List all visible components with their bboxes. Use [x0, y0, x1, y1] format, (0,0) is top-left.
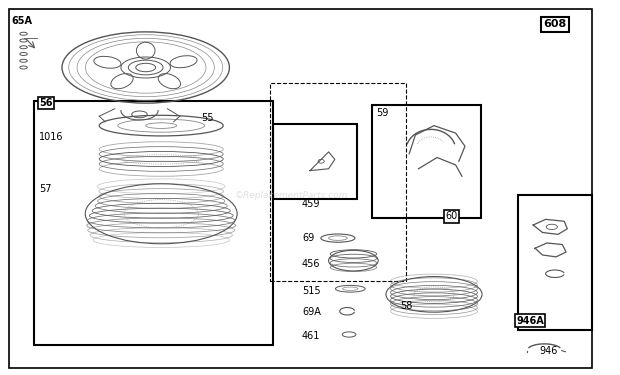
Bar	[372, 105, 480, 218]
Bar	[518, 195, 592, 330]
Text: 946A: 946A	[516, 316, 544, 326]
Text: 57: 57	[39, 184, 51, 194]
Text: 1016: 1016	[39, 132, 64, 142]
Bar	[34, 101, 273, 345]
Bar	[273, 124, 356, 199]
Text: 60: 60	[445, 211, 458, 221]
Text: ©ReplacementParts.com: ©ReplacementParts.com	[234, 190, 348, 200]
Text: 608: 608	[543, 20, 567, 29]
Text: 59: 59	[376, 108, 389, 117]
Text: 515: 515	[302, 286, 321, 296]
Text: 58: 58	[400, 301, 412, 310]
Text: 946: 946	[539, 346, 558, 355]
Text: 456: 456	[302, 260, 321, 269]
Text: 461: 461	[302, 331, 321, 340]
Text: 55: 55	[202, 113, 214, 123]
Text: 56: 56	[39, 98, 53, 108]
Text: 65A: 65A	[11, 16, 32, 26]
Text: 69: 69	[302, 233, 314, 243]
Bar	[270, 82, 406, 281]
Text: 459: 459	[302, 200, 321, 209]
Text: 69A: 69A	[302, 307, 321, 317]
